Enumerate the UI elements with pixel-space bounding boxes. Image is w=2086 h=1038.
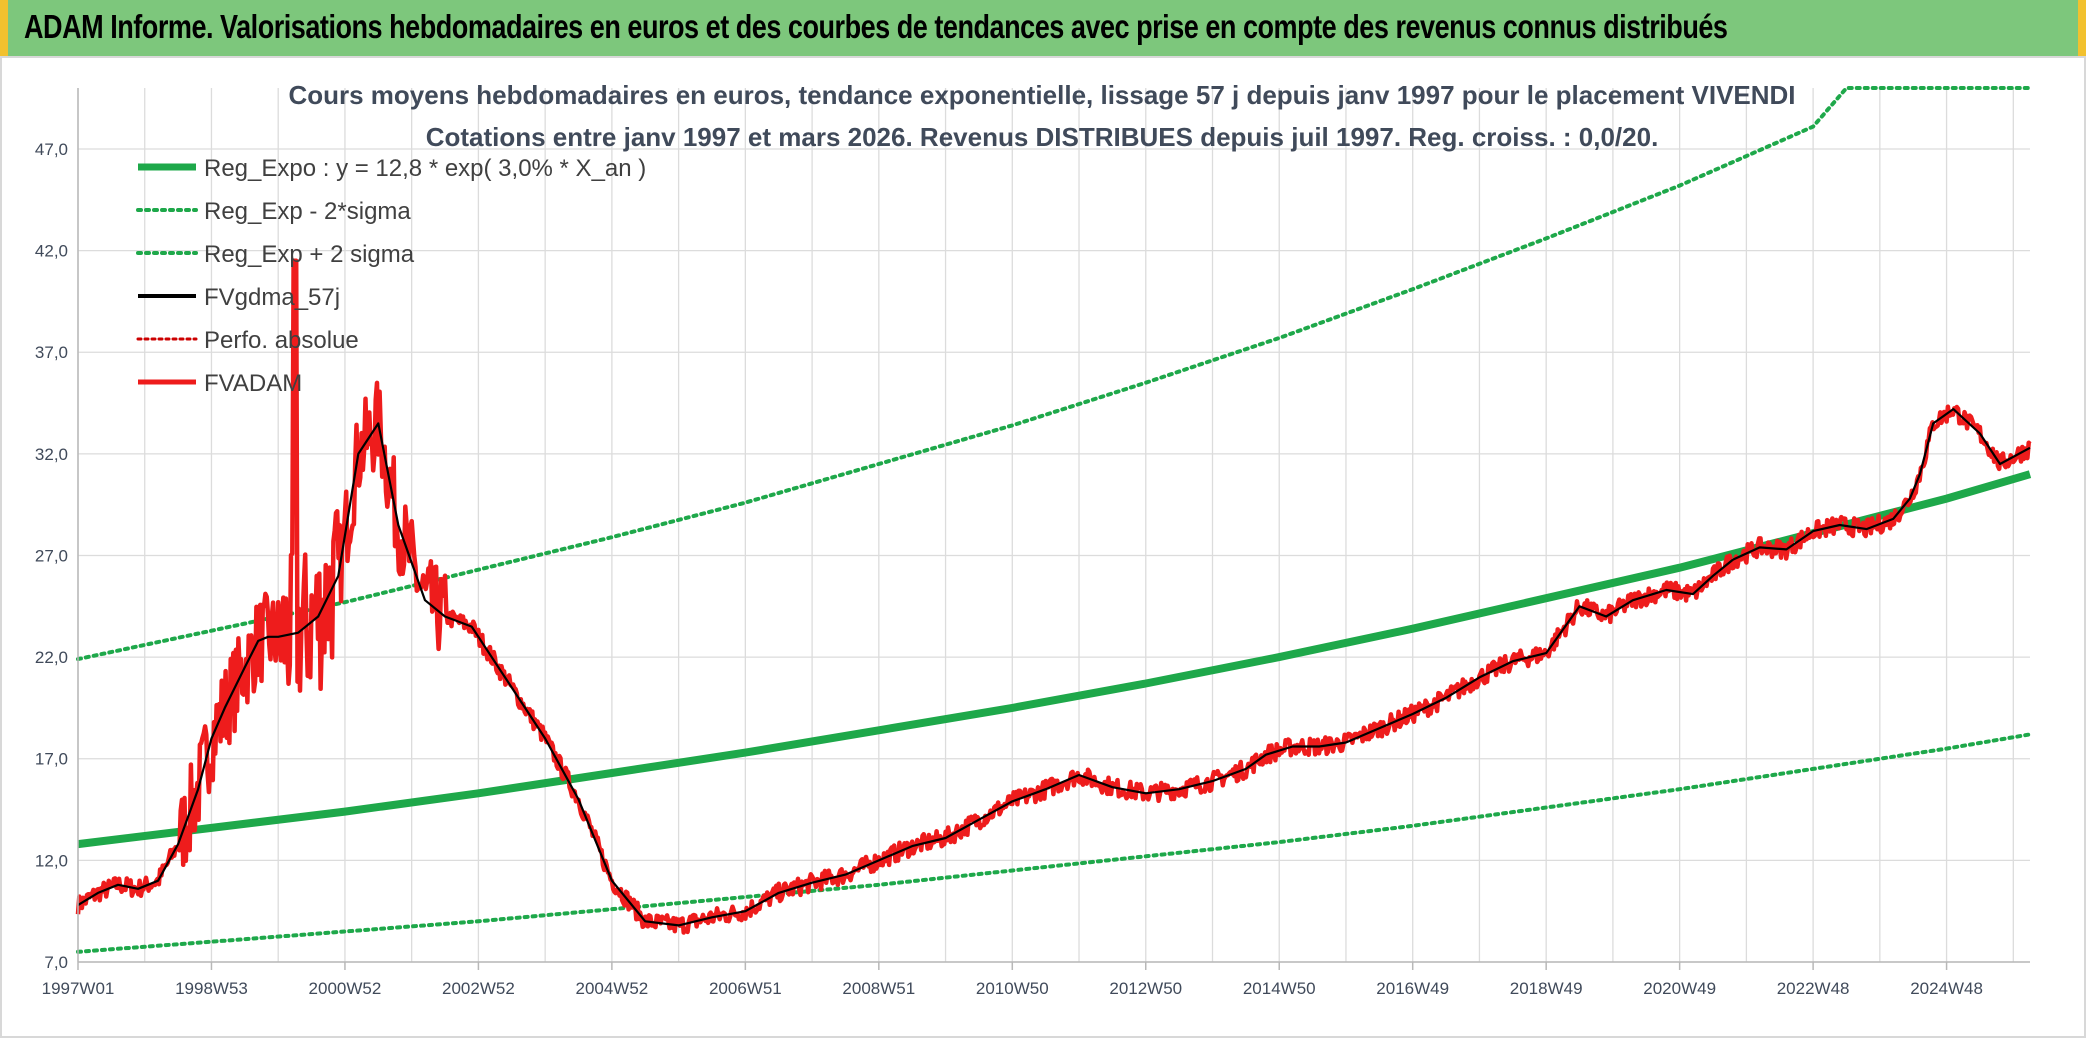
grid-layer bbox=[77, 88, 2030, 963]
series-reg-exp-plus-2-sigma bbox=[76, 86, 2032, 662]
chart-title-line-1: Cours moyens hebdomadaires en euros, ten… bbox=[288, 80, 1795, 110]
series-reg-exp-minus-2-sigma bbox=[76, 732, 2032, 954]
y-tick-label: 42,0 bbox=[35, 242, 68, 261]
x-tick-label: 2008W51 bbox=[842, 979, 915, 998]
legend-label: Reg_Exp - 2*sigma bbox=[204, 198, 411, 225]
x-tick-label: 2002W52 bbox=[442, 979, 515, 998]
legend: Reg_Expo : y = 12,8 * exp( 3,0% * X_an )… bbox=[136, 155, 646, 397]
x-tick-label: 2022W48 bbox=[1777, 979, 1850, 998]
x-tick-label: 2000W52 bbox=[309, 979, 382, 998]
x-tick-label: 2016W49 bbox=[1376, 979, 1449, 998]
y-tick-label: 37,0 bbox=[35, 343, 68, 362]
corner-accent-right bbox=[2078, 36, 2086, 44]
series-fvadam bbox=[75, 258, 2032, 935]
y-tick-label: 17,0 bbox=[35, 750, 68, 769]
x-tick-label: 1998W53 bbox=[175, 979, 248, 998]
x-tick-label: 2012W50 bbox=[1109, 979, 1182, 998]
y-tick-label: 47,0 bbox=[35, 140, 68, 159]
x-tick-label: 2024W48 bbox=[1910, 979, 1983, 998]
x-tick-label: 2004W52 bbox=[575, 979, 648, 998]
x-tick-label: 2014W50 bbox=[1243, 979, 1316, 998]
chart-frame: 7,0 12,0 17,0 22,0 27,0 32,0 37,0 42,0 47,0 1997W… bbox=[0, 56, 2086, 1038]
legend-label: Reg_Expo : y = 12,8 * exp( 3,0% * X_an ) bbox=[204, 155, 646, 182]
legend-label: FVgdma_57j bbox=[204, 284, 340, 311]
legend-label: FVADAM bbox=[204, 370, 302, 397]
chart-svg: 7,0 12,0 17,0 22,0 27,0 32,0 37,0 42,0 47,0 1997W… bbox=[35, 80, 2032, 998]
series-fvgdma-57j bbox=[77, 408, 2031, 927]
corner-accent-left bbox=[0, 36, 8, 44]
x-tick-label: 2018W49 bbox=[1510, 979, 1583, 998]
y-tick-label: 12,0 bbox=[35, 851, 68, 870]
chart-title-line-2: Cotations entre janv 1997 et mars 2026. … bbox=[426, 122, 1659, 152]
legend-label: Perfo. absolue bbox=[204, 327, 359, 354]
y-tick-label: 7,0 bbox=[44, 953, 68, 972]
header-bar bbox=[0, 0, 2086, 56]
series-layer bbox=[75, 86, 2032, 954]
y-tick-label: 22,0 bbox=[35, 648, 68, 667]
axis-layer: 7,0 12,0 17,0 22,0 27,0 32,0 37,0 42,0 47,0 1997W… bbox=[35, 88, 2030, 998]
y-tick-label: 27,0 bbox=[35, 546, 68, 565]
x-tick-label: 2010W50 bbox=[976, 979, 1049, 998]
x-tick-label: 1997W01 bbox=[42, 979, 115, 998]
x-tick-label: 2020W49 bbox=[1643, 979, 1716, 998]
legend-label: Reg_Exp + 2 sigma bbox=[204, 241, 415, 268]
page-title: ADAM Informe. Valorisations hebdomadaire… bbox=[24, 8, 1728, 45]
y-tick-label: 32,0 bbox=[35, 445, 68, 464]
x-tick-label: 2006W51 bbox=[709, 979, 782, 998]
